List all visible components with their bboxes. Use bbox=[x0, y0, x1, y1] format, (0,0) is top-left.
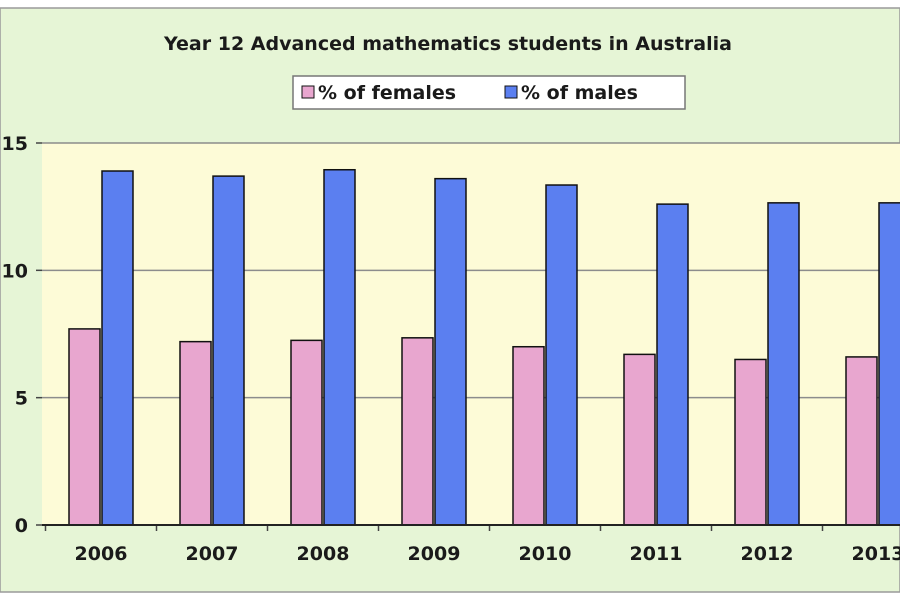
y-tick-label: 5 bbox=[15, 388, 28, 410]
bar-males bbox=[879, 203, 900, 525]
legend-label-males: % of males bbox=[521, 82, 638, 104]
chart-title: Year 12 Advanced mathematics students in… bbox=[163, 33, 732, 55]
x-tick-label: 2010 bbox=[519, 543, 572, 565]
legend-swatch-males bbox=[505, 86, 517, 98]
bar-females bbox=[291, 340, 322, 525]
x-tick-label: 2009 bbox=[408, 543, 461, 565]
bar-females bbox=[624, 354, 655, 525]
y-tick-label: 0 bbox=[15, 515, 28, 537]
x-tick-label: 2006 bbox=[75, 543, 128, 565]
bar-males bbox=[657, 204, 688, 525]
bar-males bbox=[102, 171, 133, 525]
y-tick-label: 15 bbox=[2, 133, 28, 155]
bar-females bbox=[735, 359, 766, 525]
bar-females bbox=[513, 347, 544, 525]
x-tick-label: 2012 bbox=[741, 543, 794, 565]
legend-swatch-females bbox=[302, 86, 314, 98]
x-tick-label: 2011 bbox=[630, 543, 683, 565]
legend-label-females: % of females bbox=[318, 82, 456, 104]
x-tick-label: 2013 bbox=[852, 543, 900, 565]
bar-males bbox=[546, 185, 577, 525]
bar-females bbox=[180, 342, 211, 525]
bar-females bbox=[69, 329, 100, 525]
bar-males bbox=[213, 176, 244, 525]
bar-females bbox=[846, 357, 877, 525]
legend: % of females % of males bbox=[293, 76, 685, 109]
bar-females bbox=[402, 338, 433, 525]
x-tick-label: 2008 bbox=[297, 543, 350, 565]
bar-males bbox=[324, 170, 355, 525]
y-tick-label: 10 bbox=[2, 260, 28, 282]
x-tick-label: 2007 bbox=[186, 543, 239, 565]
bar-males bbox=[435, 179, 466, 525]
bar-males bbox=[768, 203, 799, 525]
